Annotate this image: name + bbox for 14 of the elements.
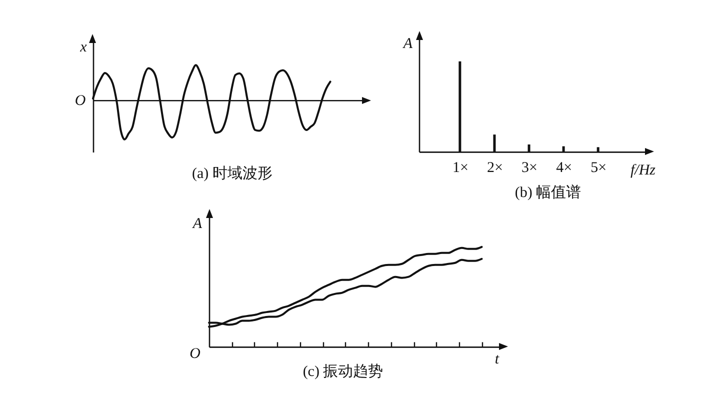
x-tick-label: 5× — [590, 160, 607, 176]
text: (c) 振动趋势 — [302, 363, 384, 380]
x-axis-title: t — [494, 352, 500, 368]
x-tick-label: 2× — [486, 160, 503, 176]
x-tick-label: 3× — [522, 160, 538, 176]
y-axis-title: x — [78, 40, 87, 56]
text: O — [190, 346, 201, 362]
x-tick-label: 1× — [452, 160, 468, 176]
y-axis-title: A — [402, 36, 414, 52]
y-axis-title: A — [192, 216, 203, 232]
x-tick-label: 4× — [556, 160, 572, 176]
x-axis-title: f/Hz — [630, 162, 656, 178]
text: (a) 时域波形 — [192, 165, 272, 182]
text: O — [74, 93, 86, 110]
